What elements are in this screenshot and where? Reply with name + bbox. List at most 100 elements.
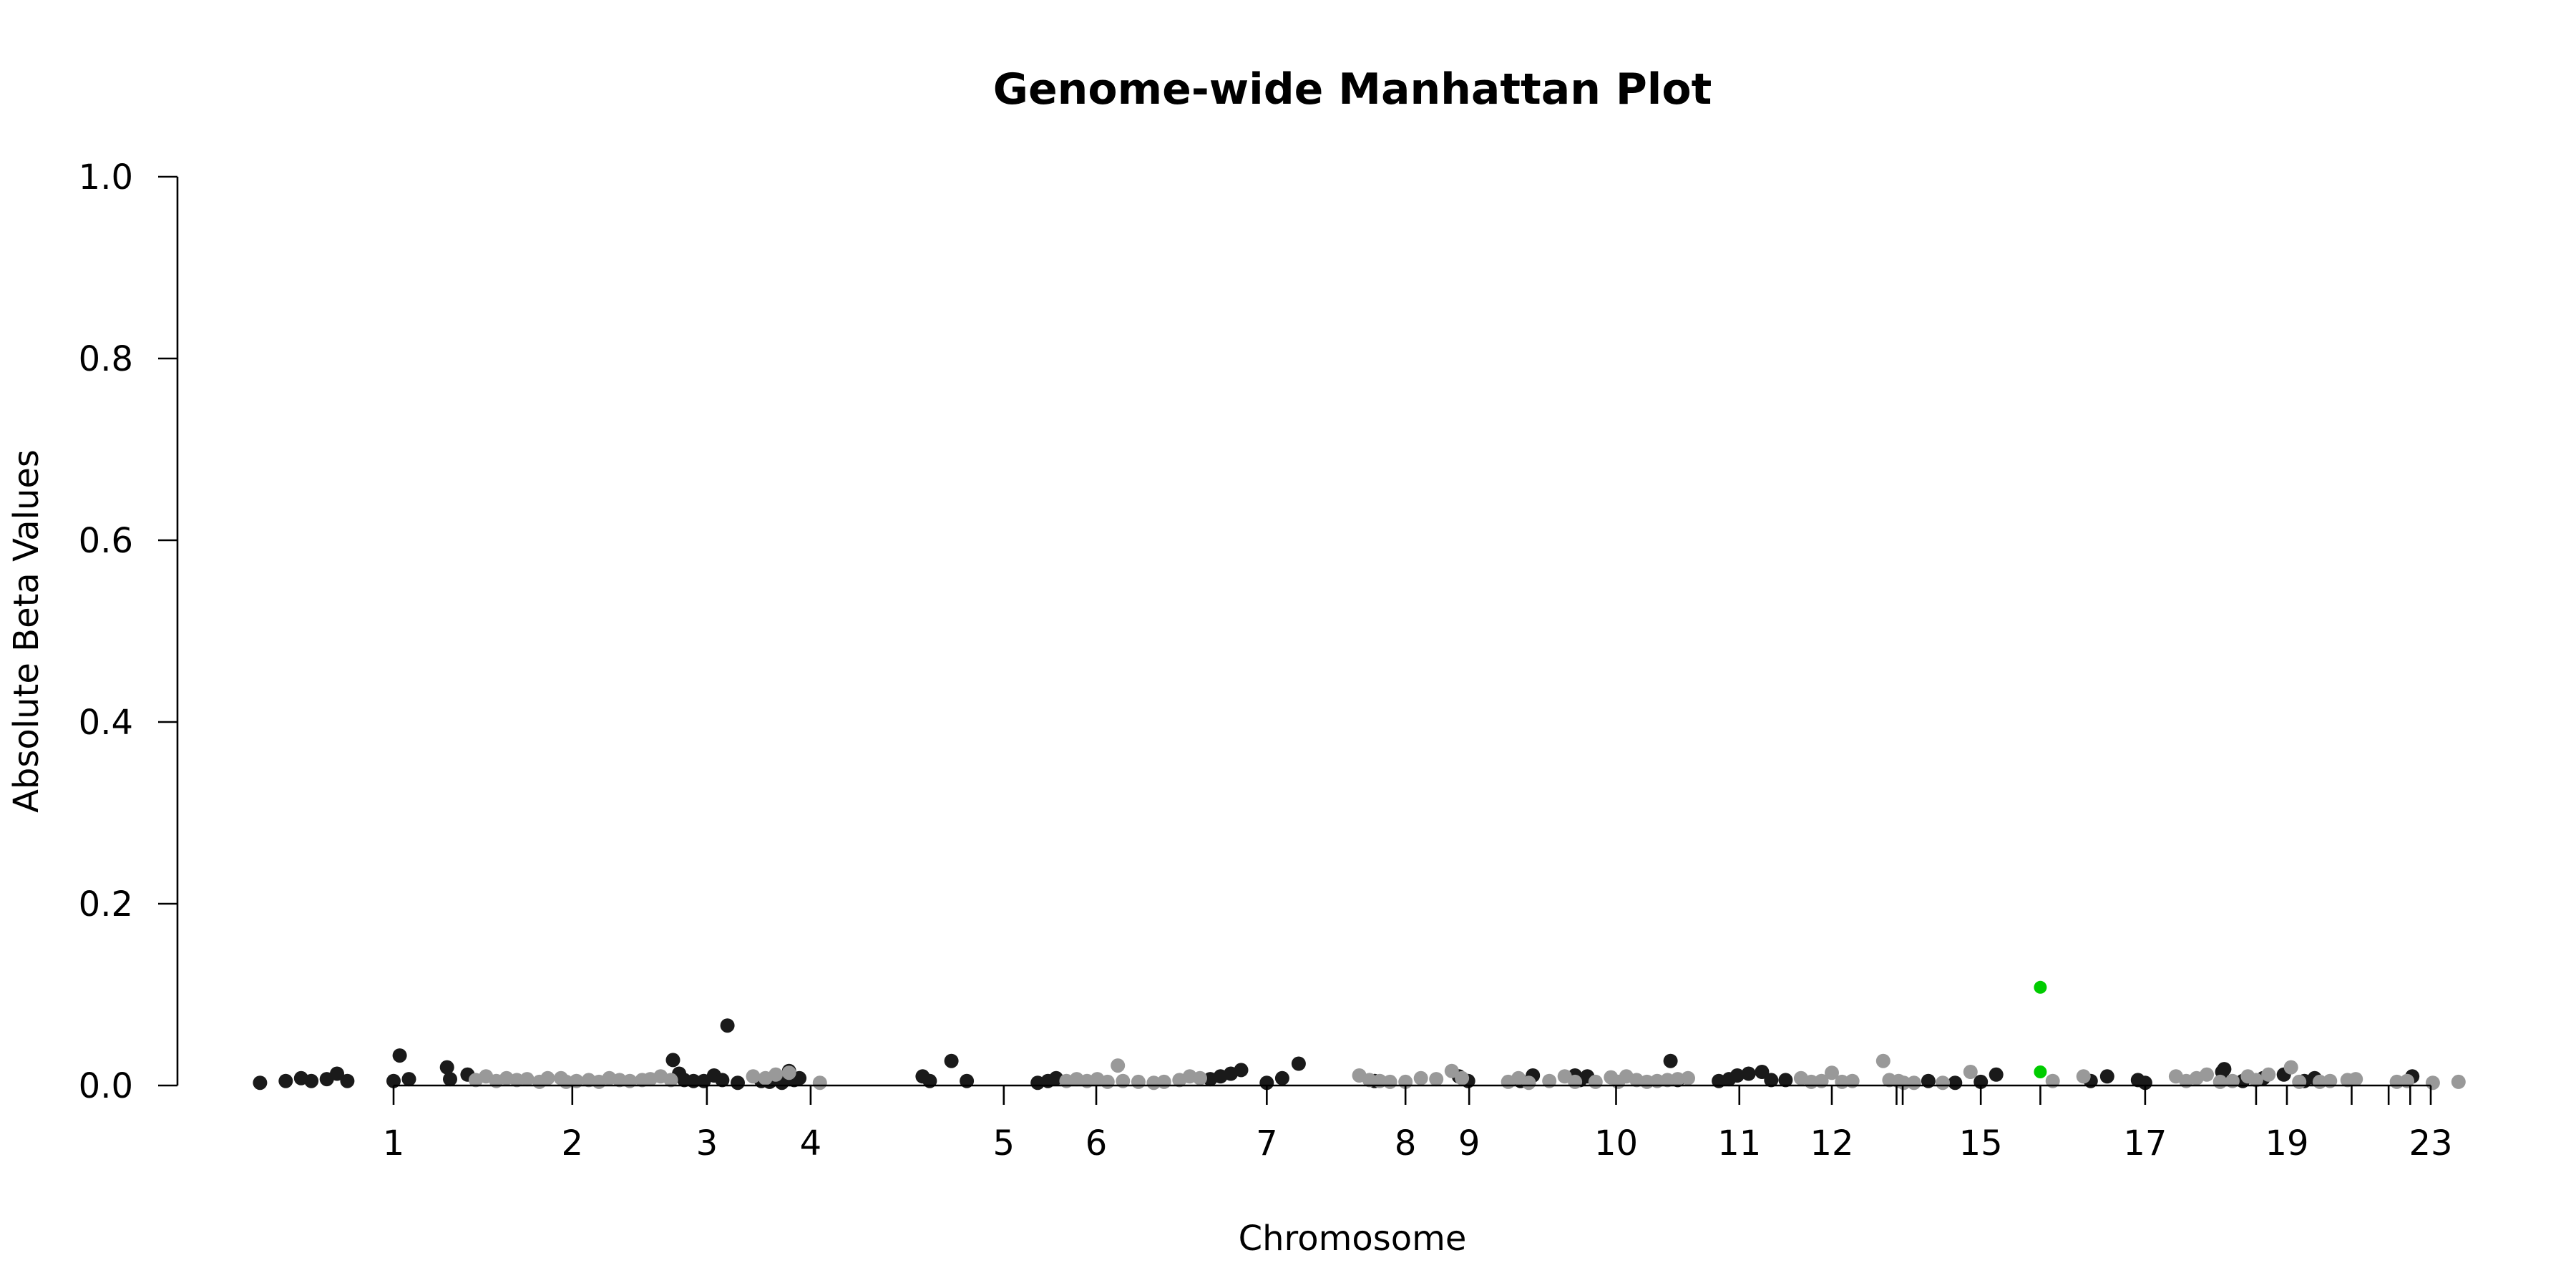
data-point-light-22	[769, 1067, 784, 1082]
x-tick-label: 11	[1717, 1123, 1761, 1163]
x-tick-label: 4	[800, 1123, 822, 1163]
x-tick-label: 15	[1959, 1123, 2003, 1163]
data-point-light-4	[509, 1073, 525, 1088]
y-tick-label: 1.0	[79, 157, 133, 197]
data-point-light-53	[1588, 1074, 1603, 1089]
data-point-dark-19	[715, 1073, 730, 1088]
data-point-light-66	[1825, 1065, 1839, 1080]
data-point-light-60	[1660, 1073, 1675, 1088]
data-point-light-88	[2292, 1074, 2307, 1089]
data-point-light-32	[1131, 1074, 1146, 1089]
data-point-light-7	[540, 1070, 555, 1085]
x-tick-label: 2	[562, 1123, 584, 1163]
data-point-dark-57	[1764, 1073, 1779, 1088]
data-point-light-75	[1963, 1065, 1978, 1079]
data-point-dark-56	[1755, 1065, 1770, 1079]
data-point-light-30	[1111, 1058, 1126, 1073]
data-point-dark-20	[720, 1018, 735, 1033]
data-point-light-45	[1444, 1063, 1459, 1078]
data-point-light-46	[1455, 1070, 1470, 1085]
y-tick-label: 0.0	[79, 1066, 133, 1106]
x-tick-label: 1	[383, 1123, 405, 1163]
data-point-light-52	[1568, 1074, 1583, 1089]
data-point-dark-58	[1778, 1073, 1793, 1088]
data-point-dark-3	[304, 1073, 319, 1088]
y-tick-label: 0.4	[79, 703, 133, 743]
data-point-light-23	[781, 1065, 796, 1080]
x-tick-label: 12	[1810, 1123, 1853, 1163]
data-point-light-61	[1670, 1072, 1685, 1087]
x-tick-label: 5	[993, 1123, 1015, 1163]
data-point-dark-5	[330, 1066, 344, 1081]
data-point-light-92	[2348, 1072, 2363, 1087]
data-point-light-37	[1193, 1070, 1207, 1085]
data-point-dark-62	[1989, 1067, 2004, 1082]
y-tick-label: 0.6	[79, 521, 133, 561]
data-point-light-24	[812, 1075, 827, 1091]
data-point-dark-9	[401, 1072, 416, 1087]
data-point-light-49	[1521, 1075, 1536, 1091]
y-tick-label: 0.2	[79, 884, 133, 924]
data-point-light-44	[1429, 1072, 1444, 1087]
y-tick-label: 0.8	[79, 339, 133, 379]
data-point-dark-60	[1948, 1075, 1963, 1091]
data-point-dark-40	[1274, 1070, 1289, 1085]
x-tick-label: 17	[2123, 1123, 2167, 1163]
data-point-dark-11	[443, 1072, 457, 1087]
data-point-dark-21	[731, 1075, 745, 1091]
data-point-dark-0	[253, 1075, 268, 1091]
data-point-light-41	[1382, 1074, 1397, 1089]
data-point-light-34	[1156, 1074, 1171, 1089]
x-tick-label: 6	[1085, 1123, 1108, 1163]
x-tick-label: 3	[696, 1123, 718, 1163]
data-point-dark-1	[278, 1073, 293, 1088]
data-point-dark-8	[392, 1048, 407, 1063]
data-point-light-5	[519, 1072, 535, 1087]
data-point-highlight-1	[2034, 1065, 2047, 1078]
data-point-light-82	[2212, 1074, 2228, 1089]
data-point-light-96	[2451, 1074, 2466, 1089]
data-point-dark-54	[1729, 1068, 1745, 1083]
x-axis-label: Chromosome	[1239, 1219, 1467, 1259]
data-point-light-73	[1906, 1075, 1921, 1091]
data-point-dark-68	[2217, 1062, 2232, 1077]
data-point-dark-30	[944, 1053, 959, 1068]
data-point-light-43	[1413, 1070, 1428, 1085]
y-axis-label: Absolute Beta Values	[6, 449, 47, 813]
data-point-dark-50	[1663, 1053, 1678, 1068]
data-point-dark-55	[1741, 1066, 1756, 1081]
chart-title: Genome-wide Manhattan Plot	[993, 64, 1712, 114]
x-tick-label: 10	[1594, 1123, 1638, 1163]
data-point-light-95	[2425, 1075, 2440, 1091]
data-point-light-14	[612, 1073, 627, 1088]
data-point-dark-13	[665, 1053, 680, 1068]
data-point-light-77	[2076, 1069, 2091, 1084]
data-point-highlight-0	[2034, 980, 2047, 994]
data-point-dark-10	[439, 1060, 454, 1075]
y-axis: 0.0 0.2 0.4 0.6 0.8 1.0	[79, 157, 179, 1106]
data-point-light-29	[1100, 1074, 1115, 1089]
data-point-dark-38	[1234, 1063, 1249, 1078]
data-point-dark-6	[340, 1073, 355, 1088]
x-tick-label: 8	[1395, 1123, 1417, 1163]
data-point-light-19	[663, 1073, 678, 1088]
data-point-light-62	[1681, 1070, 1695, 1085]
data-point-light-69	[1875, 1053, 1890, 1068]
data-point-light-87	[2283, 1060, 2298, 1075]
data-point-dark-41	[1291, 1056, 1306, 1071]
data-point-light-85	[2248, 1073, 2263, 1088]
x-axis: 1 2 3 4 5 6 7 8 9 10 11 12 15 17 19 23	[383, 1084, 2453, 1163]
data-point-dark-64	[2099, 1069, 2114, 1084]
data-point-light-39	[1362, 1073, 1377, 1088]
data-point-light-86	[2261, 1067, 2276, 1082]
data-point-light-20	[746, 1069, 761, 1084]
x-tick-label: 23	[2409, 1123, 2452, 1163]
x-tick-label: 19	[2265, 1123, 2308, 1163]
x-tick-label: 7	[1256, 1123, 1278, 1163]
data-point-light-81	[2200, 1067, 2214, 1082]
data-points	[253, 980, 2466, 1091]
data-point-light-74	[1936, 1075, 1950, 1091]
x-tick-label: 9	[1458, 1123, 1480, 1163]
